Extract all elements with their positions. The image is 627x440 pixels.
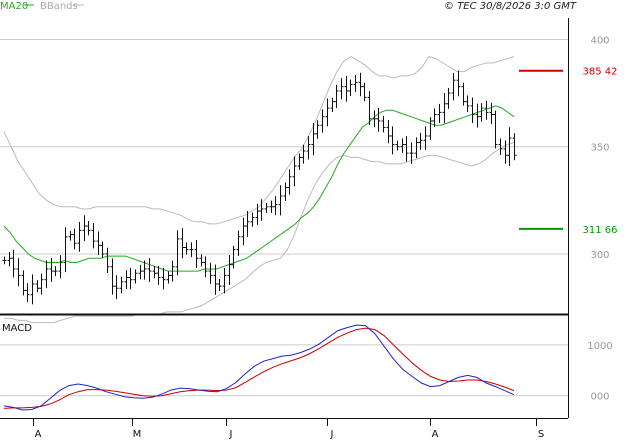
macd-signal-line <box>3 327 515 409</box>
resistance-level-label: 385 42 <box>583 67 618 78</box>
price-tick-label: 350 <box>590 143 609 154</box>
macd-title: MACD <box>2 323 32 334</box>
ohlc-bars <box>2 70 517 305</box>
grid-lines: 300 350 400 <box>0 35 610 261</box>
time-tick-label: A <box>35 429 42 440</box>
bb-lower-line <box>4 141 515 324</box>
macd-tick-label: 1000 <box>587 341 612 352</box>
time-tick-label: J <box>229 429 233 440</box>
time-tick-label: S <box>538 429 544 440</box>
price-tick-label: 400 <box>590 35 609 46</box>
macd-panel: 1000 000 MACD <box>0 323 613 411</box>
time-tick-label: A <box>432 429 439 440</box>
copyright-timestamp: © TEC 30/8/2026 3:0 GMT <box>444 1 577 12</box>
price-tick-label: 300 <box>590 250 609 261</box>
level-lines: 385 42 311 66 <box>519 67 618 236</box>
bollinger-bands <box>3 56 515 324</box>
ma20-line <box>3 105 515 272</box>
macd-tick-label: 000 <box>590 392 609 403</box>
support-level-label: 311 66 <box>583 225 618 236</box>
bb-upper-line <box>3 56 515 225</box>
ma20-legend-label: MA20 <box>0 1 28 12</box>
bbands-legend-label: BBands <box>40 1 78 12</box>
macd-line <box>3 324 515 411</box>
time-tick-label: M <box>133 429 142 440</box>
time-tick-label: J <box>330 429 334 440</box>
chart-frame <box>0 18 569 419</box>
